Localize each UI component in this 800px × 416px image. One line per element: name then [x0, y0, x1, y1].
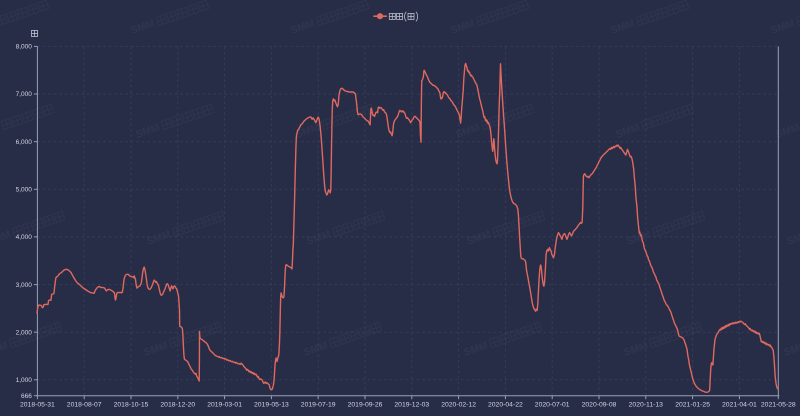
svg-text:2019-03-01: 2019-03-01 — [207, 401, 242, 408]
svg-text:2019-05-13: 2019-05-13 — [254, 401, 289, 408]
svg-text:2021-04-01: 2021-04-01 — [722, 401, 757, 408]
svg-text:2019-09-26: 2019-09-26 — [348, 401, 383, 408]
svg-text:6,000: 6,000 — [16, 139, 33, 146]
svg-text:666: 666 — [21, 393, 32, 400]
svg-text:2020-07-01: 2020-07-01 — [535, 401, 570, 408]
svg-text:2020-04-22: 2020-04-22 — [488, 401, 523, 408]
svg-text:7,000: 7,000 — [16, 91, 33, 98]
svg-text:1,000: 1,000 — [16, 377, 33, 384]
svg-text:5,000: 5,000 — [16, 187, 33, 194]
svg-text:2018-08-07: 2018-08-07 — [67, 401, 102, 408]
svg-text:2021-01-25: 2021-01-25 — [675, 401, 710, 408]
svg-text:2,000: 2,000 — [16, 329, 33, 336]
svg-text:2020-11-13: 2020-11-13 — [629, 401, 663, 408]
svg-text:2020-02-12: 2020-02-12 — [441, 401, 476, 408]
svg-text:4,000: 4,000 — [16, 234, 33, 241]
svg-text:2018-05-31: 2018-05-31 — [20, 401, 55, 408]
svg-text:2019-07-19: 2019-07-19 — [301, 401, 336, 408]
svg-text:8,000: 8,000 — [16, 44, 33, 51]
svg-text:SMM: SMM — [0, 339, 9, 358]
svg-text:2020-09-08: 2020-09-08 — [582, 401, 617, 408]
svg-text:2019-12-03: 2019-12-03 — [394, 401, 429, 408]
svg-text:2021-05-28: 2021-05-28 — [761, 401, 796, 408]
svg-text:2018-12-20: 2018-12-20 — [160, 401, 195, 408]
svg-text:3,000: 3,000 — [16, 282, 33, 289]
svg-text:2018-10-15: 2018-10-15 — [114, 401, 149, 408]
